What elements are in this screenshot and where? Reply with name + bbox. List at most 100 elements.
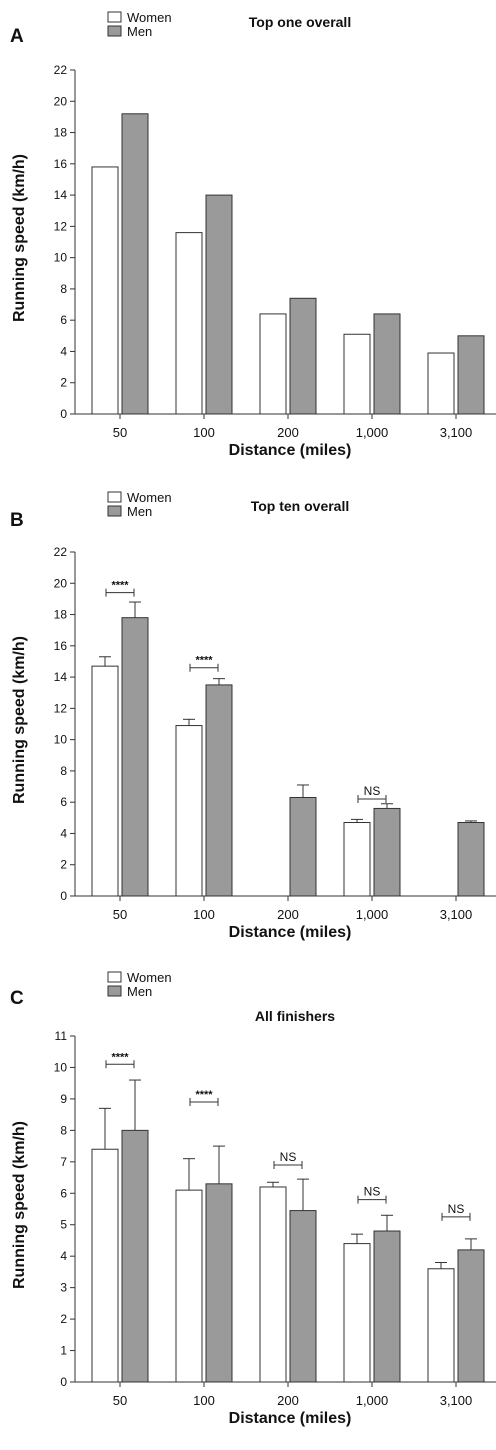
y-tick-label: 6 bbox=[60, 795, 67, 809]
bar-men-1 bbox=[205, 1183, 233, 1383]
y-tick-label: 2 bbox=[60, 858, 67, 872]
legend-swatch-men bbox=[107, 25, 122, 37]
legend-label-men: Men bbox=[127, 24, 152, 39]
bar-men-2 bbox=[289, 796, 317, 897]
sig-label: NS bbox=[448, 1202, 465, 1216]
x-tick-label: 1,000 bbox=[356, 425, 389, 440]
y-tick-label: 14 bbox=[54, 670, 68, 684]
y-tick-label: 0 bbox=[60, 889, 67, 903]
y-tick-label: 16 bbox=[54, 157, 68, 171]
bar-men-3 bbox=[373, 1230, 401, 1383]
y-tick-label: 7 bbox=[60, 1155, 67, 1169]
y-tick-label: 8 bbox=[60, 282, 67, 296]
y-tick-label: 2 bbox=[60, 1312, 67, 1326]
legend-swatch-women bbox=[107, 971, 122, 983]
x-tick-label: 100 bbox=[193, 1393, 215, 1408]
bar-men-3 bbox=[373, 313, 401, 415]
y-tick-label: 8 bbox=[60, 1123, 67, 1137]
y-tick-label: 10 bbox=[54, 251, 68, 265]
bar-women-3 bbox=[343, 822, 371, 897]
legend-swatch-women bbox=[107, 11, 122, 23]
legend-label-men: Men bbox=[127, 984, 152, 999]
y-tick-label: 4 bbox=[60, 344, 67, 358]
y-tick-label: 11 bbox=[55, 1029, 68, 1043]
legend-swatch-men bbox=[107, 985, 122, 997]
chart-title: Top one overall bbox=[249, 14, 351, 30]
x-tick-label: 3,100 bbox=[440, 907, 473, 922]
bar-women-3 bbox=[343, 1243, 371, 1383]
y-tick-label: 0 bbox=[60, 407, 67, 421]
bar-women-0 bbox=[91, 1148, 119, 1383]
panel-letter: B bbox=[10, 510, 24, 531]
sig-label: **** bbox=[195, 655, 213, 667]
y-tick-label: 5 bbox=[60, 1218, 67, 1232]
bar-men-3 bbox=[373, 807, 401, 897]
x-tick-label: 1,000 bbox=[356, 1393, 389, 1408]
sig-label: **** bbox=[111, 1051, 129, 1063]
y-tick-label: 16 bbox=[54, 639, 68, 653]
y-axis-label: Running speed (km/h) bbox=[11, 636, 28, 804]
y-tick-label: 6 bbox=[60, 1186, 67, 1200]
bar-men-1 bbox=[205, 684, 233, 897]
chart-title: Top ten overall bbox=[251, 498, 350, 514]
bar-men-4 bbox=[457, 822, 485, 897]
x-tick-label: 3,100 bbox=[440, 1393, 473, 1408]
sig-label: **** bbox=[111, 580, 129, 592]
bar-women-0 bbox=[91, 166, 119, 415]
y-tick-label: 12 bbox=[54, 219, 68, 233]
x-tick-label: 100 bbox=[193, 425, 215, 440]
x-tick-label: 3,100 bbox=[440, 425, 473, 440]
x-tick-label: 1,000 bbox=[356, 907, 389, 922]
x-axis-label: Distance (miles) bbox=[229, 924, 352, 941]
legend-swatch-men bbox=[107, 505, 122, 517]
bar-men-4 bbox=[457, 1249, 485, 1383]
bar-men-4 bbox=[457, 335, 485, 415]
x-tick-label: 50 bbox=[113, 907, 127, 922]
y-tick-label: 20 bbox=[54, 576, 68, 590]
bar-women-3 bbox=[343, 333, 371, 415]
y-axis-label: Running speed (km/h) bbox=[11, 154, 28, 322]
panel-letter: A bbox=[10, 26, 24, 47]
y-tick-label: 10 bbox=[54, 733, 68, 747]
legend-label-women: Women bbox=[127, 490, 172, 505]
y-tick-label: 8 bbox=[60, 764, 67, 778]
x-axis-label: Distance (miles) bbox=[229, 442, 352, 459]
bar-women-2 bbox=[259, 313, 287, 415]
y-tick-label: 14 bbox=[54, 188, 68, 202]
chart-title: All finishers bbox=[255, 1008, 335, 1024]
legend-label-men: Men bbox=[127, 504, 152, 519]
y-tick-label: 22 bbox=[54, 63, 68, 77]
y-tick-label: 2 bbox=[60, 376, 67, 390]
bar-men-1 bbox=[205, 194, 233, 415]
bar-women-1 bbox=[175, 725, 203, 897]
y-tick-label: 6 bbox=[60, 313, 67, 327]
y-tick-label: 18 bbox=[54, 126, 68, 140]
y-tick-label: 9 bbox=[60, 1092, 67, 1106]
bar-women-0 bbox=[91, 665, 119, 897]
x-tick-label: 200 bbox=[277, 425, 299, 440]
sig-label: NS bbox=[280, 1150, 297, 1164]
bar-women-4 bbox=[427, 352, 455, 415]
y-tick-label: 4 bbox=[60, 1249, 67, 1263]
bar-men-0 bbox=[121, 113, 149, 415]
y-tick-label: 20 bbox=[54, 94, 68, 108]
bar-women-1 bbox=[175, 232, 203, 415]
x-tick-label: 200 bbox=[277, 1393, 299, 1408]
bar-men-0 bbox=[121, 1129, 149, 1383]
y-tick-label: 0 bbox=[60, 1375, 67, 1389]
x-tick-label: 200 bbox=[277, 907, 299, 922]
bar-women-4 bbox=[427, 1268, 455, 1383]
y-tick-label: 4 bbox=[60, 826, 67, 840]
x-tick-label: 100 bbox=[193, 907, 215, 922]
y-tick-label: 18 bbox=[54, 608, 68, 622]
legend-swatch-women bbox=[107, 491, 122, 503]
y-tick-label: 12 bbox=[54, 701, 68, 715]
bar-men-2 bbox=[289, 297, 317, 415]
legend-label-women: Women bbox=[127, 970, 172, 985]
bar-men-0 bbox=[121, 617, 149, 897]
bar-men-2 bbox=[289, 1210, 317, 1383]
x-tick-label: 50 bbox=[113, 425, 127, 440]
